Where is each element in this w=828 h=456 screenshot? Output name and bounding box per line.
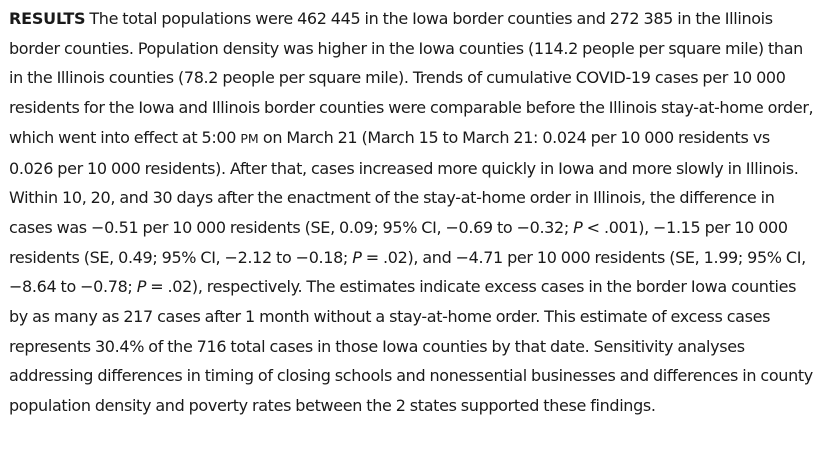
text-segment-1: The total populations were 462 445 in th… — [9, 9, 814, 147]
results-abstract: RESULTS The total populations were 462 44… — [9, 4, 818, 421]
text-segment-2: on March 21 (March 15 to March 21: 0.024… — [9, 127, 799, 237]
p-value-label-2: P — [352, 247, 362, 267]
text-segment-5: = .02), respectively. The estimates indi… — [9, 277, 813, 416]
p-value-label-3: P — [136, 277, 147, 297]
text-segment-3: < .001), −1.15 per 10 000 residents (SE,… — [9, 217, 788, 267]
text-segment-4: = .02), and −4.71 per 10 000 residents (… — [9, 247, 806, 297]
results-paragraph: RESULTS The total populations were 462 44… — [9, 4, 818, 421]
section-heading: RESULTS — [9, 9, 86, 28]
p-value-label-1: P — [573, 217, 583, 237]
time-suffix: PM — [240, 130, 259, 146]
